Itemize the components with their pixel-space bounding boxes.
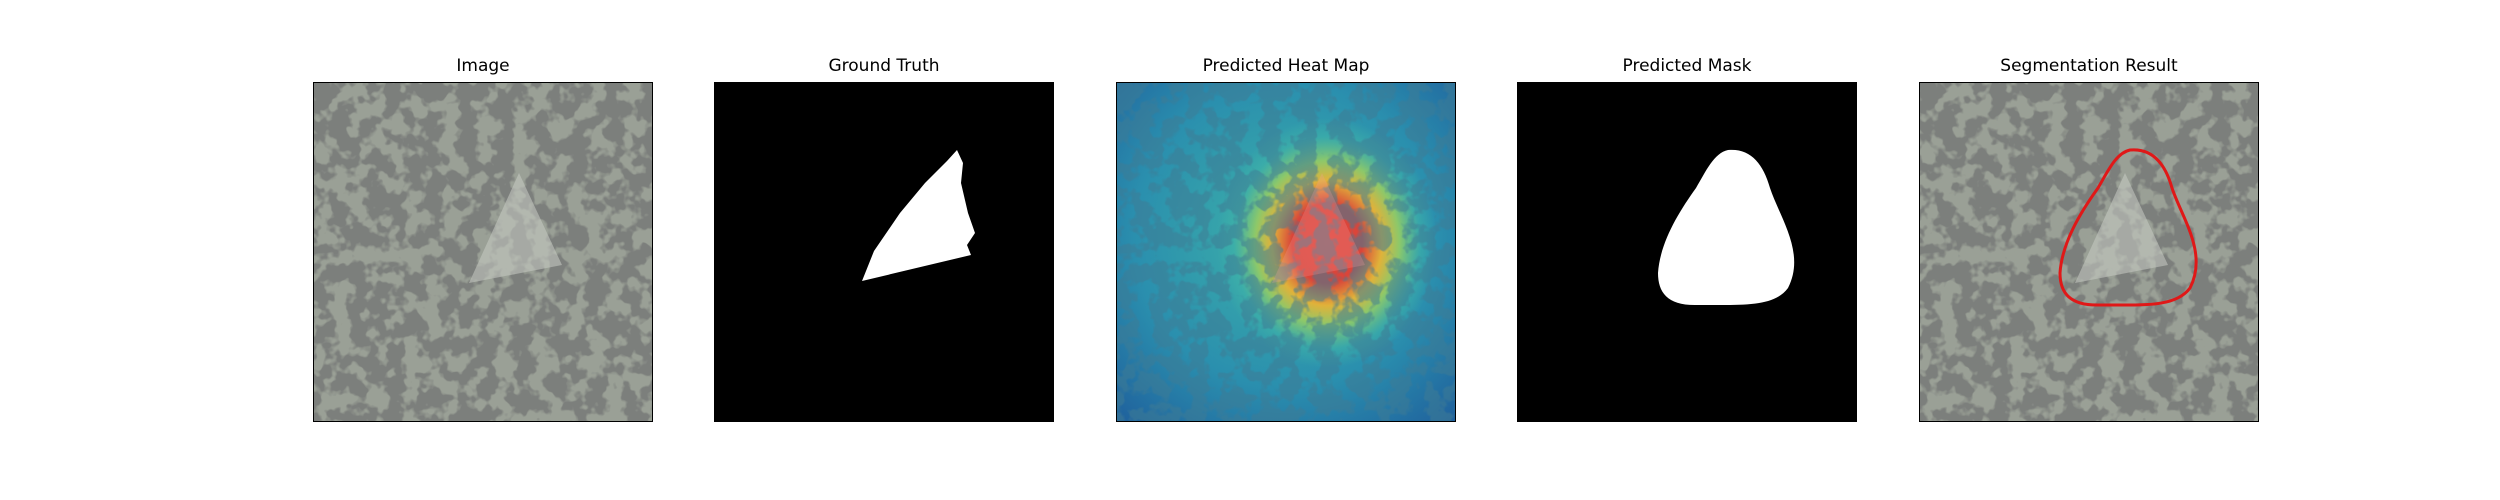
input-image-canvas [314,83,652,421]
segmentation-result-canvas [1920,83,2258,421]
heat-texture [1117,83,1455,421]
defect-region [469,173,562,283]
heat-map [1116,82,1456,422]
heat-map-canvas [1117,83,1455,421]
segmentation-contour [2058,148,2198,307]
ground-truth-canvas [715,83,1053,421]
panel-title-segmentation-result: Segmentation Result [2000,56,2178,76]
panel-title-image: Image [456,56,510,76]
ground-truth-mask [714,82,1054,422]
granite-texture [314,83,652,421]
predicted-mask [1517,82,1857,422]
predicted-mask-shape [1658,149,1795,306]
segmentation-result [1919,82,2259,422]
ground-truth-shape [862,150,975,281]
panel-title-heat-map: Predicted Heat Map [1202,56,1370,76]
panel-title-ground-truth: Ground Truth [828,56,940,76]
panel-title-predicted-mask: Predicted Mask [1622,56,1752,76]
input-image [313,82,653,422]
predicted-mask-canvas [1518,83,1856,421]
